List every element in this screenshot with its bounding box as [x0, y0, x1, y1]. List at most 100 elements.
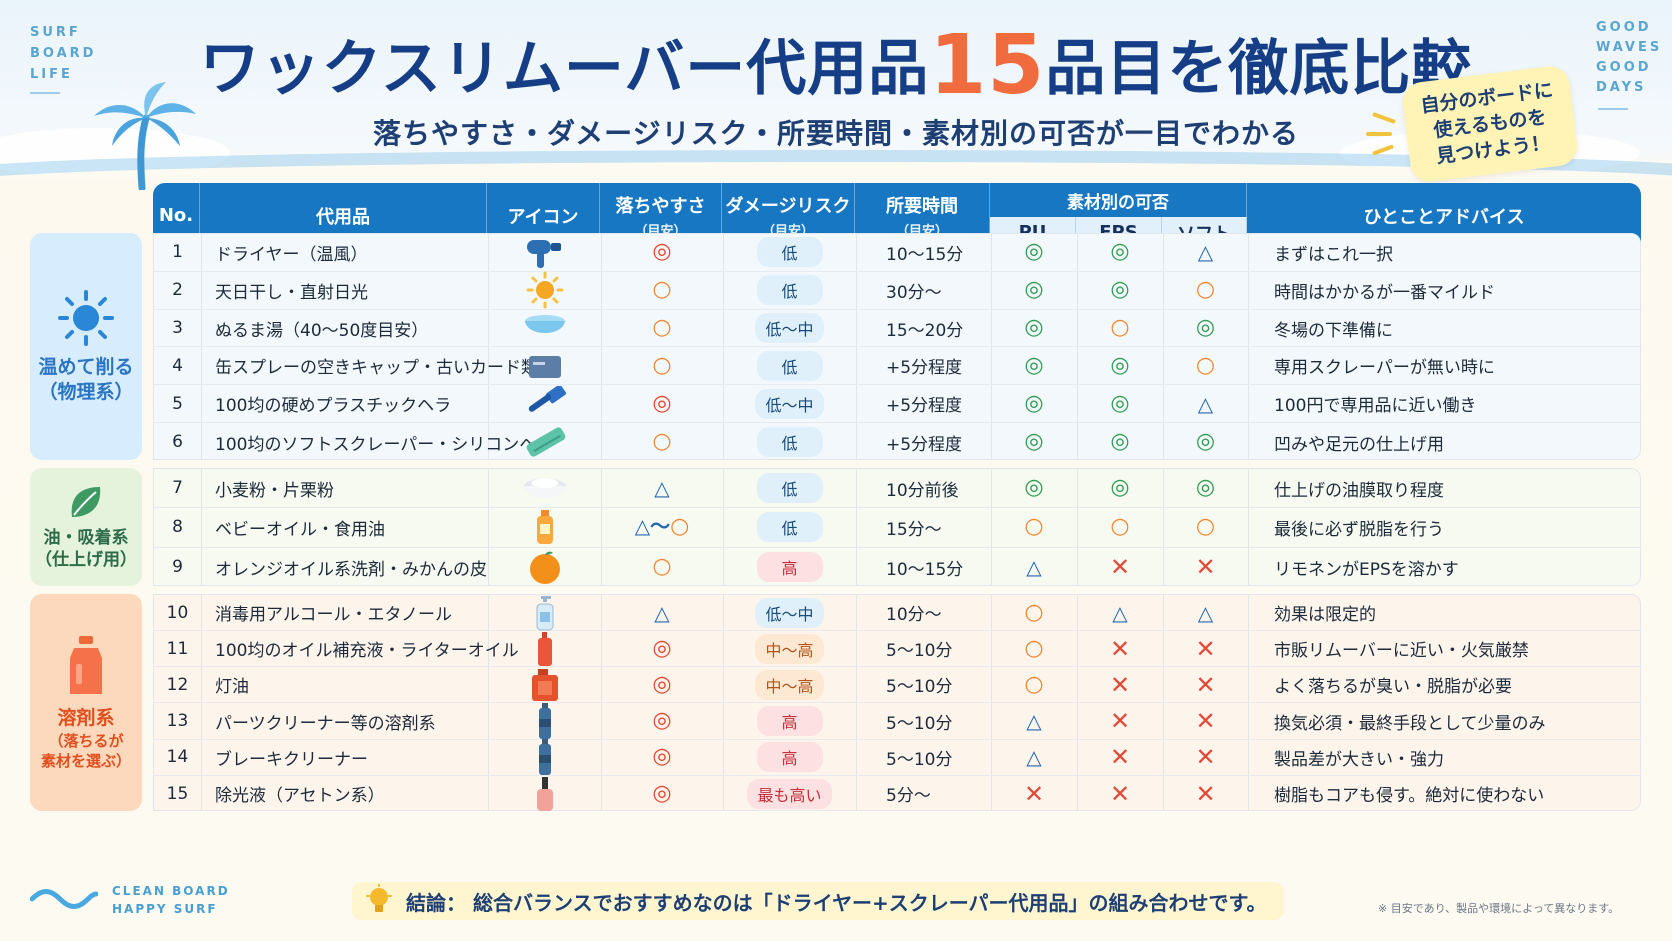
risk-badge: 低 — [723, 508, 856, 546]
row-number: 14 — [166, 747, 189, 768]
material-pu-mark: ◎ — [1024, 429, 1044, 455]
category-solvent: 溶剤系 （落ちるが 素材を選ぶ） — [30, 594, 142, 811]
callout-bubble: 自分のボードに 使えるものを 見つけよう！ — [1400, 64, 1580, 184]
material-pu-mark: ◎ — [1024, 352, 1044, 378]
wave-icon — [30, 889, 98, 909]
table-row: 2 天日干し・直射日光 ○ 低 30分〜 ◎ ◎ ○ 時間はかかるが一番マイルド — [154, 271, 1642, 310]
row-number: 12 — [166, 674, 189, 695]
conclusion-banner — [352, 882, 1284, 920]
material-soft-mark: ○ — [1195, 277, 1216, 303]
item-name: オレンジオイル系洗剤・みかんの皮 — [215, 559, 487, 580]
material-soft-mark: ✕ — [1195, 707, 1216, 736]
material-eps-mark: ◎ — [1110, 277, 1130, 303]
material-soft-mark: ✕ — [1195, 779, 1216, 808]
table-row: 10 消毒用アルコール・エタノール △ 低〜中 10分〜 ○ △ △ 効果は限定的 — [154, 595, 1642, 632]
item-name: 天日干し・直射日光 — [215, 282, 368, 303]
row-number: 9 — [172, 557, 183, 578]
advice-text: 100円で専用品に近い働き — [1274, 396, 1477, 417]
risk-badge: 中〜高 — [723, 667, 856, 702]
category-heating: 温めて削る （物理系） — [30, 233, 142, 460]
material-eps-mark: ✕ — [1109, 707, 1131, 736]
material-eps-mark: ○ — [1110, 514, 1130, 540]
advice-text: まずはこれ一択 — [1274, 244, 1393, 265]
time-value: 5〜10分 — [886, 749, 953, 770]
material-pu-mark: ◎ — [1024, 475, 1044, 501]
time-value: 30分〜 — [886, 282, 942, 303]
lighter-oil-icon — [488, 631, 601, 666]
bottle-icon — [70, 636, 102, 694]
risk-badge: 低〜中 — [723, 310, 856, 347]
category-subtitle: （落ちるが 素材を選ぶ） — [40, 732, 131, 770]
material-soft-mark: ◎ — [1195, 429, 1216, 455]
item-name: 小麦粉・片栗粉 — [215, 480, 334, 501]
card-icon — [488, 348, 601, 385]
advice-text: 凹みや足元の仕上げ用 — [1274, 434, 1444, 455]
advice-text: 市販リムーバーに近い・火気厳禁 — [1274, 641, 1529, 662]
lightbulb-icon — [366, 884, 392, 912]
ease-mark: ○ — [652, 277, 672, 303]
row-number: 8 — [172, 517, 183, 538]
sparkle — [1366, 132, 1392, 136]
table-row: 6 100均のソフトスクレーパー・シリコンヘラ ○ 低 +5分程度 ◎ ◎ ◎ 凹みや足元の仕上… — [154, 423, 1642, 461]
page-subtitle: 落ちやすさ・ダメージリスク・所要時間・素材別の可否が一目でわかる — [372, 117, 1300, 150]
material-pu-mark: △ — [1026, 709, 1042, 734]
category-title: 溶剤系 — [57, 707, 115, 729]
time-value: +5分程度 — [886, 396, 963, 417]
divider — [1598, 108, 1628, 110]
table-row: 12 灯油 ◎ 中〜高 5〜10分 ○ ✕ ✕ よく落ちるが臭い・脱脂が必要 — [154, 667, 1642, 704]
category-oil: 油・吸着系 （仕上げ用） — [30, 468, 142, 586]
advice-text: 専用スクレーパーが無い時に — [1274, 358, 1495, 379]
row-number: 2 — [172, 280, 183, 301]
time-value: 10分〜 — [886, 605, 942, 626]
column-divider — [991, 469, 992, 585]
material-eps-mark: ◎ — [1110, 239, 1130, 265]
material-eps-mark: ✕ — [1109, 743, 1131, 772]
material-pu-mark: ○ — [1024, 671, 1044, 697]
item-name: パーツクリーナー等の溶剤系 — [215, 713, 436, 734]
risk-badge: 高 — [723, 548, 856, 587]
column-divider — [601, 469, 602, 585]
ease-mark: △ — [654, 600, 670, 625]
row-number: 15 — [166, 783, 189, 804]
table-row: 5 100均の硬めプラスチックヘラ ◎ 低〜中 +5分程度 ◎ ◎ △ 100円で専用品に近い働… — [154, 385, 1642, 424]
material-eps-mark: ◎ — [1110, 352, 1130, 378]
material-eps-mark: ✕ — [1109, 553, 1131, 582]
material-pu-mark: ◎ — [1024, 239, 1044, 265]
material-soft-mark: ○ — [1195, 514, 1216, 540]
material-pu-mark: △ — [1026, 555, 1042, 580]
table-row: 7 小麦粉・片栗粉 △ 低 10分前後 ◎ ◎ ◎ 仕上げの油膜取り程度 — [154, 469, 1642, 509]
title-number: 15 — [929, 18, 1046, 113]
table-row: 8 ベビーオイル・食用油 △〜○ 低 15分〜 ○ ○ ○ 最後に必ず脱脂を行う — [154, 508, 1642, 548]
table-row: 9 オレンジオイル系洗剤・みかんの皮 ○ 高 10〜15分 △ ✕ ✕ リモネンがEPSを溶かす — [154, 548, 1642, 587]
material-pu-mark: ○ — [1024, 514, 1044, 540]
corner-label-left: SURF BOARD LIFE — [30, 25, 97, 82]
table-row: 1 ドライヤー（温風） ◎ 低 10〜15分 ◎ ◎ △ まずはこれ一択 — [154, 234, 1642, 272]
time-value: 10〜15分 — [886, 244, 964, 265]
material-eps-mark: ◎ — [1110, 390, 1130, 416]
ease-mark: ◎ — [652, 671, 672, 697]
material-soft-mark: ✕ — [1195, 670, 1216, 699]
ease-mark: ◎ — [652, 635, 672, 661]
column-divider — [723, 469, 724, 585]
material-pu-mark: ◎ — [1024, 390, 1044, 416]
risk-badge: 低〜中 — [723, 385, 856, 422]
risk-badge: 低 — [723, 469, 856, 507]
orange-icon — [488, 548, 601, 587]
item-name: ベビーオイル・食用油 — [215, 519, 385, 540]
time-value: 5〜10分 — [886, 677, 953, 698]
ease-mark: ◎ — [652, 708, 672, 734]
material-soft-mark: ◎ — [1195, 475, 1216, 501]
group-oil: 7 小麦粉・片栗粉 △ 低 10分前後 ◎ ◎ ◎ 仕上げの油膜取り程度 8 ベビーオイル・食用油 △… — [153, 468, 1642, 587]
header-no: No. — [153, 183, 200, 248]
advice-text: 製品差が大きい・強力 — [1274, 749, 1444, 770]
spray-can-icon — [488, 703, 601, 740]
footer-brand: CLEAN BOARD HAPPY SURF — [112, 884, 230, 916]
material-soft-mark: ✕ — [1195, 743, 1216, 772]
material-soft-mark: △ — [1197, 240, 1214, 265]
item-name: 100均の硬めプラスチックヘラ — [215, 396, 452, 417]
advice-text: 効果は限定的 — [1274, 605, 1376, 626]
column-divider — [488, 469, 489, 585]
header-material: 素材別の可否 — [990, 183, 1247, 217]
material-eps-mark: ○ — [1110, 315, 1130, 341]
advice-text: よく落ちるが臭い・脱脂が必要 — [1274, 677, 1512, 698]
